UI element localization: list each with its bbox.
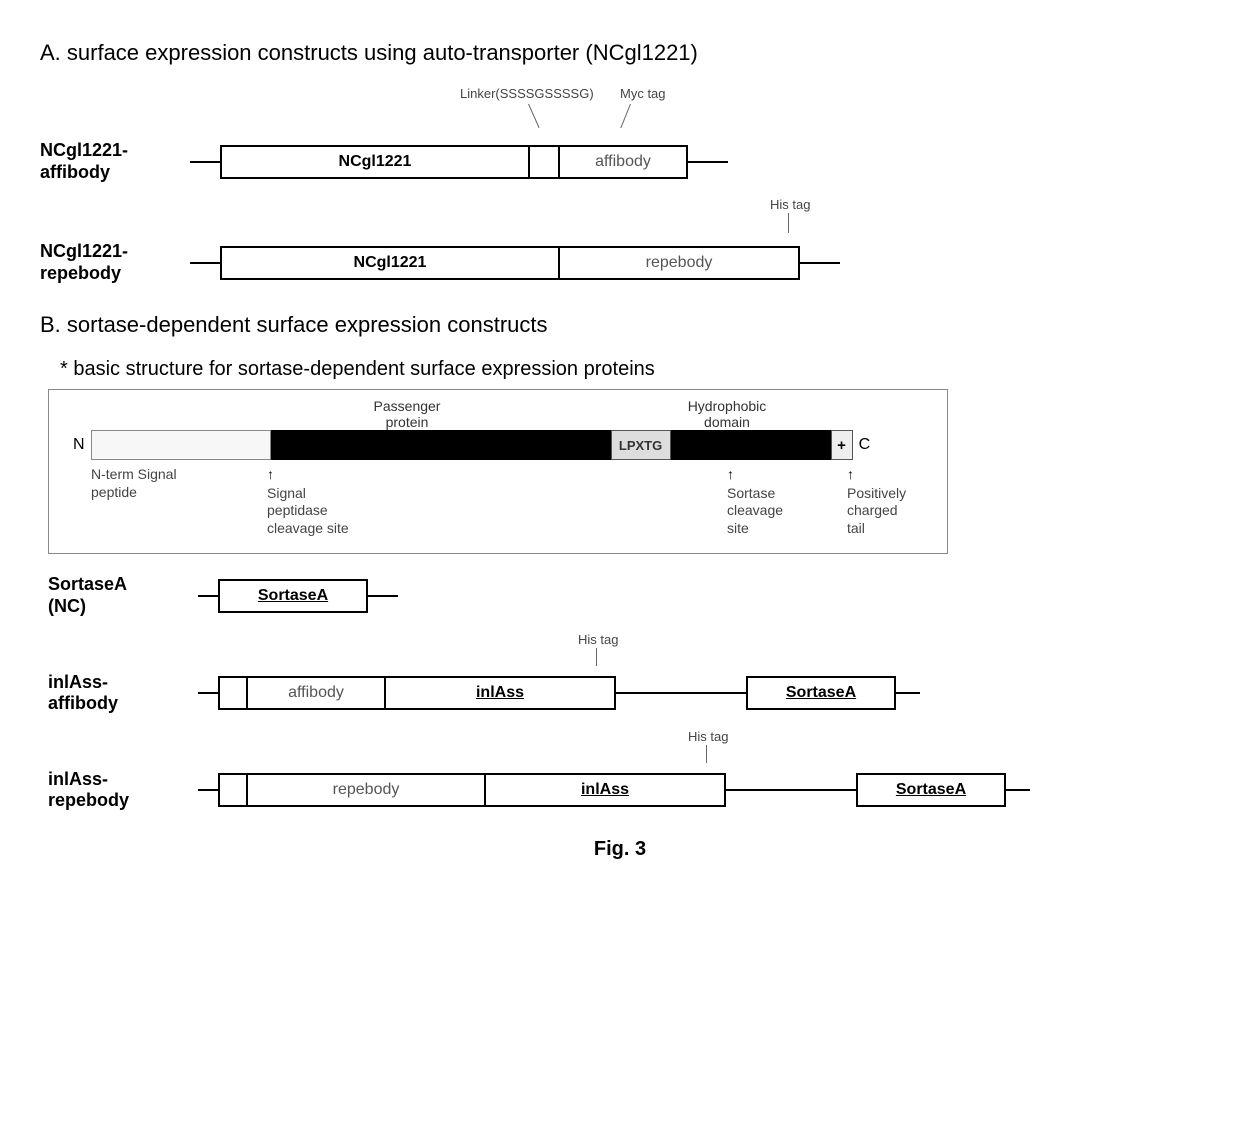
plus-box: + [831,430,853,460]
box-sortasea: SortaseA [746,676,896,710]
spc-text: Signal peptidase cleavage site [267,485,349,536]
section-b-subnote: * basic structure for sortase-dependent … [60,358,1200,381]
myctag-callout-line [620,104,631,128]
n-label: N [73,436,85,454]
line-seg [800,262,840,264]
histag-text: His tag [770,197,810,212]
signal-peptide-box [91,430,271,460]
line-seg [190,161,220,163]
construct-sortasea-nc: SortaseA (NC) SortaseA [48,574,1200,617]
myctag-text: Myc tag [620,86,666,101]
track: NCgl1221 repebody [190,246,840,280]
linker-gap [530,145,558,179]
myctag-label: Myc tag [620,86,666,101]
nsig-label: N-term Signal peptide [67,466,267,537]
sortsite-text: Sortase cleavage site [727,485,783,536]
start-box [218,773,246,807]
lpxtg-box: LPXTG [611,430,671,460]
sortsite-label: ↑ Sortase cleavage site [727,466,847,537]
line-seg [896,692,920,694]
line-seg [198,789,218,791]
histag-text: His tag [688,729,728,744]
postail-text: Positively charged tail [847,485,906,536]
row-label: SortaseA (NC) [48,574,198,617]
histag-line [788,213,789,233]
track: affibody inlAss SortaseA [198,676,920,710]
up-arrow-icon: ↑ [847,466,947,484]
postail-label: ↑ Positively charged tail [847,466,947,537]
box-affibody: affibody [558,145,688,179]
histag-label: His tag [578,632,618,647]
row-label: inlAss- repebody [48,769,198,812]
his-tag-callout-a: His tag [180,197,1200,227]
line-seg [368,595,398,597]
histag-label: His tag [770,197,810,212]
track: repebody inlAss SortaseA [198,773,1030,807]
row-label: NCgl1221- affibody [40,140,190,183]
box-ncgl1221: NCgl1221 [220,145,530,179]
hydro-box [671,430,831,460]
row-label: NCgl1221- repebody [40,241,190,284]
passenger-box [271,430,611,460]
box-repebody: repebody [560,246,800,280]
line-seg [688,161,728,163]
spc-label: ↑ Signal peptidase cleavage site [267,466,427,537]
histag-callout-aff: His tag [198,632,1200,658]
section-a-callouts: Linker(SSSSGSSSSG) Myc tag [180,86,1200,126]
line-seg [616,692,746,694]
box-repebody: repebody [246,773,486,807]
construct-inlass-affibody: inlAss- affibody affibody inlAss Sortase… [48,672,1200,715]
track: NCgl1221 affibody [190,145,728,179]
line-seg [726,789,856,791]
histag-line [596,648,597,666]
construct-inlass-repebody: inlAss- repebody repebody inlAss Sortase… [48,769,1200,812]
track: SortaseA [198,579,398,613]
start-box [218,676,246,710]
figure-caption: Fig. 3 [40,838,1200,861]
linker-text: Linker(SSSSGSSSSG) [460,86,594,101]
construct-ncgl-affibody: NCgl1221- affibody NCgl1221 affibody [40,140,1200,183]
histag-label: His tag [688,729,728,744]
linker-callout-line [528,104,539,128]
histag-line [706,745,707,763]
structure-track: Passenger protein Hydrophobic domain N L… [67,430,929,460]
line-seg [198,595,218,597]
construct-ncgl-repebody: NCgl1221- repebody NCgl1221 repebody [40,241,1200,284]
section-b-title: B. sortase-dependent surface expression … [40,312,1200,338]
structure-bottom-labels: N-term Signal peptide ↑ Signal peptidase… [67,466,929,537]
hydro-top-label: Hydrophobic domain [667,398,787,430]
box-sortasea: SortaseA [856,773,1006,807]
spacer [427,466,727,537]
up-arrow-icon: ↑ [727,466,847,484]
up-arrow-icon: ↑ [267,466,427,484]
c-label: C [859,436,871,454]
section-a-title: A. surface expression constructs using a… [40,40,1200,66]
row-label: inlAss- affibody [48,672,198,715]
structure-frame: Passenger protein Hydrophobic domain N L… [48,389,948,554]
line-seg [190,262,220,264]
histag-text: His tag [578,632,618,647]
box-inlass: inlAss [486,773,726,807]
box-inlass: inlAss [386,676,616,710]
linker-label: Linker(SSSSGSSSSG) [460,86,594,101]
histag-callout-rep: His tag [198,729,1200,755]
box-ncgl1221-b: NCgl1221 [220,246,560,280]
passenger-top-label: Passenger protein [347,398,467,430]
line-seg [1006,789,1030,791]
box-affibody: affibody [246,676,386,710]
box-sortasea: SortaseA [218,579,368,613]
line-seg [198,692,218,694]
